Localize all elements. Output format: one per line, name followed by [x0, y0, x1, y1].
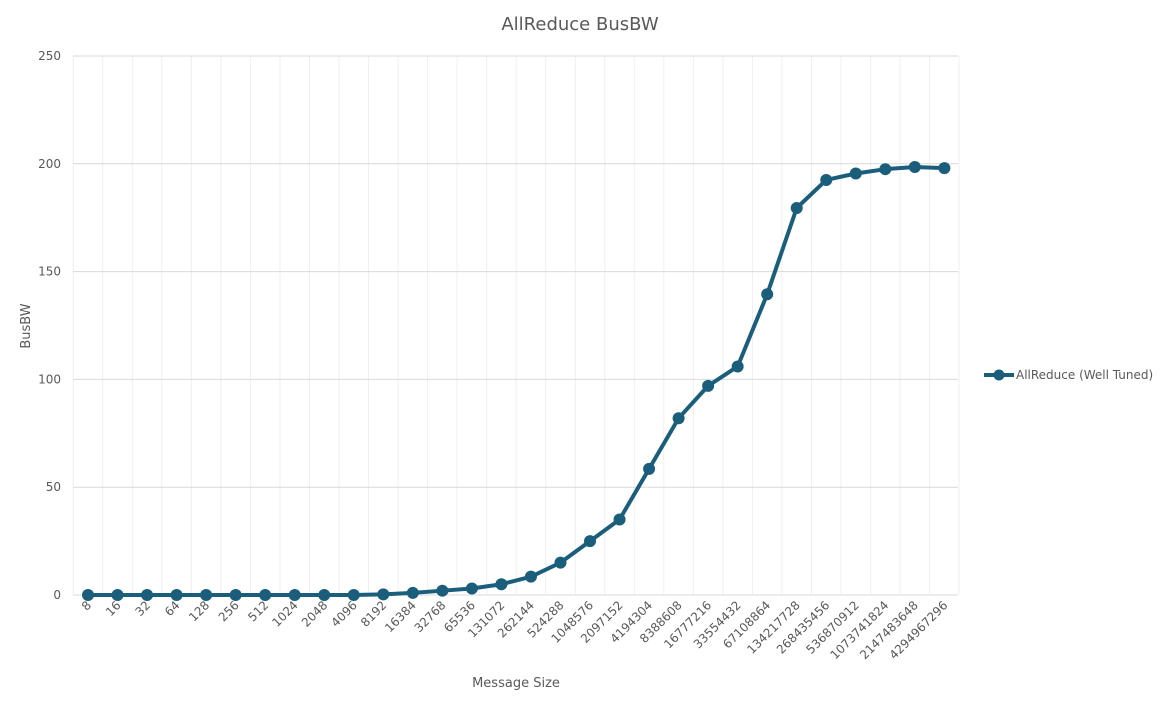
y-tick-label: 200	[38, 157, 61, 171]
x-tick-label: 512	[245, 598, 271, 624]
x-tick-label: 16	[103, 598, 124, 619]
x-tick-label: 128	[186, 598, 212, 624]
data-point	[406, 586, 419, 599]
data-point	[702, 379, 715, 392]
data-point	[554, 556, 567, 569]
horizontal-gridlines	[73, 55, 958, 596]
x-tick-label: 32768	[412, 598, 449, 635]
data-point	[436, 584, 449, 597]
data-point	[170, 589, 183, 601]
data-point	[229, 589, 242, 601]
data-point	[790, 201, 803, 214]
data-point	[849, 167, 862, 180]
data-point	[82, 589, 94, 601]
data-point	[938, 162, 951, 175]
x-tick-label: 1024	[269, 598, 300, 629]
data-point	[613, 513, 626, 526]
y-tick-label: 50	[46, 480, 61, 494]
x-tick-label: 32	[132, 598, 153, 619]
x-axis-label: Message Size	[472, 676, 560, 691]
chart-title: AllReduce BusBW	[501, 14, 658, 35]
vertical-gridlines	[72, 56, 960, 595]
legend-label: AllReduce (Well Tuned)	[1016, 368, 1153, 382]
y-tick-label: 150	[38, 265, 61, 279]
y-tick-label: 100	[38, 372, 61, 386]
data-point	[879, 163, 892, 176]
data-point	[908, 161, 921, 174]
data-point	[731, 360, 744, 373]
legend: AllReduce (Well Tuned)	[984, 368, 1153, 382]
data-point	[111, 589, 124, 601]
data-point	[672, 412, 685, 425]
data-point	[141, 589, 154, 601]
legend-point-marker	[993, 369, 1005, 381]
data-point	[495, 578, 508, 591]
data-point	[584, 535, 597, 548]
y-axis-ticks: 0 50 100 150 200 250	[38, 49, 61, 602]
x-tick-label: 2048	[299, 598, 330, 629]
y-axis-label: BusBW	[19, 303, 34, 348]
data-point	[288, 589, 301, 601]
data-point	[347, 589, 360, 601]
data-point	[524, 570, 537, 583]
x-tick-label: 64	[162, 598, 183, 619]
data-point	[820, 173, 833, 186]
data-point	[200, 589, 213, 601]
x-axis-ticks: 8 16 32 64 128 256 512102420484096819216384327…	[79, 598, 951, 662]
y-tick-label: 250	[38, 49, 61, 63]
x-tick-label: 256	[216, 598, 242, 624]
x-tick-label: 4096	[328, 598, 359, 629]
x-tick-label: 16384	[382, 598, 419, 635]
data-point	[643, 462, 656, 475]
data-point	[465, 582, 478, 595]
data-point	[761, 288, 774, 301]
series-group	[82, 161, 951, 601]
data-point	[259, 589, 272, 601]
data-point	[318, 589, 331, 601]
data-point	[377, 588, 390, 601]
y-tick-label: 0	[53, 588, 61, 602]
